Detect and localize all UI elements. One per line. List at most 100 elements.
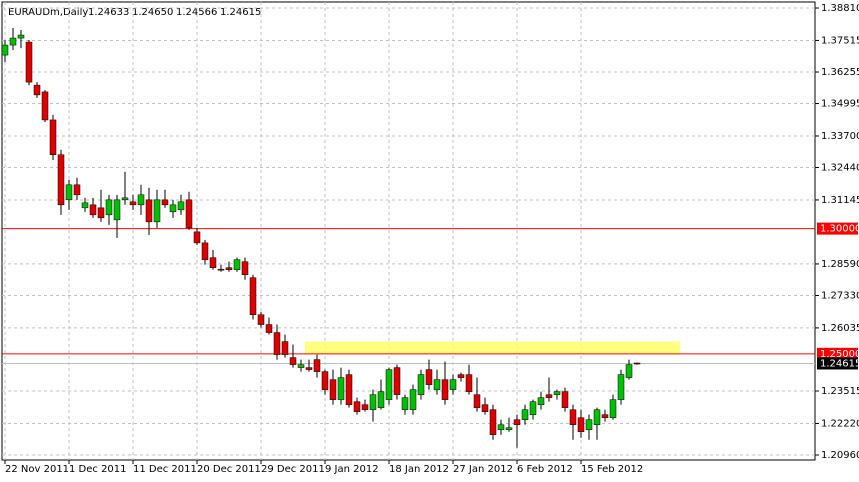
candle-body <box>121 197 129 201</box>
y-tick-label: 1.28590 <box>821 259 859 270</box>
x-tick-label: 15 Feb 2012 <box>581 464 643 475</box>
candle-body <box>217 268 225 271</box>
candle-body <box>241 261 249 275</box>
y-tick-label: 1.36255 <box>821 67 859 78</box>
candle-body <box>337 377 345 400</box>
candle-body <box>545 394 553 398</box>
candle-body <box>17 34 25 39</box>
x-tick-label: 1 Dec 2011 <box>69 464 127 475</box>
candle-body <box>65 184 73 201</box>
candle-body <box>41 91 49 121</box>
candle-body <box>393 367 401 395</box>
candle-body <box>329 379 337 400</box>
candle-body <box>625 364 633 378</box>
candle-body <box>521 409 529 420</box>
candle-body <box>401 397 409 410</box>
candle-body <box>113 199 121 221</box>
candle-body <box>97 207 105 219</box>
candle-body <box>225 267 233 270</box>
candle-body <box>433 379 441 390</box>
candle-body <box>297 364 305 368</box>
header-value: 1.24633 <box>88 7 129 18</box>
candle-body <box>513 419 521 425</box>
candle-body <box>505 427 513 430</box>
candle-body <box>1 44 9 56</box>
candle-body <box>313 359 321 372</box>
x-tick-label: 27 Jan 2012 <box>453 464 513 475</box>
candle-body <box>145 199 153 223</box>
candle-body <box>561 391 569 408</box>
candle-body <box>417 374 425 395</box>
header-value: 1.24615 <box>220 7 261 18</box>
level-label: 1.30000 <box>820 224 859 235</box>
candle-body <box>345 374 353 405</box>
candle-body <box>185 199 193 229</box>
candle-body <box>601 414 609 418</box>
y-tick-label: 1.33700 <box>821 131 859 142</box>
candle-body <box>257 314 265 325</box>
candle-body <box>633 362 641 365</box>
level-label-box <box>817 222 858 235</box>
candle-body <box>177 201 185 211</box>
level-label-box <box>817 347 858 360</box>
candle-body <box>377 391 385 408</box>
candle-body <box>617 374 625 400</box>
candle-body <box>33 84 41 96</box>
candle-body <box>105 199 113 216</box>
x-tick-label: 11 Dec 2011 <box>133 464 197 475</box>
candle-body <box>425 369 433 385</box>
candle-body <box>281 341 289 355</box>
header-value: 1.24650 <box>132 7 173 18</box>
candle-body <box>569 409 577 425</box>
candle-body <box>273 332 281 355</box>
candle-body <box>489 409 497 435</box>
candle-body <box>497 424 505 430</box>
candle-body <box>321 371 329 390</box>
y-tick-label: 1.23515 <box>821 386 859 397</box>
y-tick-label: 1.20960 <box>821 450 859 461</box>
zone <box>305 341 681 354</box>
candle-body <box>553 391 561 395</box>
candle-body <box>249 277 257 316</box>
candle-body <box>9 37 17 46</box>
candle-body <box>233 259 241 270</box>
x-tick-label: 22 Nov 2011 <box>5 464 69 475</box>
candle-body <box>265 324 273 333</box>
candle-body <box>289 357 297 365</box>
x-tick-label: 18 Jan 2012 <box>389 464 449 475</box>
candle-body <box>25 41 33 83</box>
header-value: 1.24566 <box>176 7 217 18</box>
candle-body <box>57 154 65 206</box>
candle-body <box>49 119 57 156</box>
candle-body <box>457 374 465 378</box>
x-tick-label: 6 Feb 2012 <box>517 464 573 475</box>
plot-frame <box>1 1 816 461</box>
candle-body <box>153 199 161 223</box>
candle-body <box>137 194 145 206</box>
y-tick-label: 1.34995 <box>821 99 859 110</box>
candle-body <box>169 204 177 213</box>
candle-body <box>361 404 369 410</box>
y-tick-label: 1.37515 <box>821 35 859 46</box>
y-tick-label: 1.38810 <box>821 3 859 14</box>
candle-body <box>161 199 169 206</box>
candle-body <box>73 184 81 196</box>
candle-body <box>369 394 377 410</box>
candle-body <box>529 401 537 415</box>
x-tick-label: 29 Dec 2011 <box>261 464 325 475</box>
candle-body <box>473 394 481 408</box>
price-label: 1.24615 <box>820 358 859 369</box>
y-tick-label: 1.27330 <box>821 290 859 301</box>
candle-body <box>81 202 89 209</box>
candle-body <box>385 369 393 400</box>
candle-body <box>193 231 201 244</box>
x-tick-label: 20 Dec 2011 <box>197 464 261 475</box>
candle-body <box>449 379 457 390</box>
candle-body <box>129 201 137 206</box>
candle-body <box>409 389 417 410</box>
candle-body <box>609 399 617 418</box>
y-tick-label: 1.32440 <box>821 163 859 174</box>
